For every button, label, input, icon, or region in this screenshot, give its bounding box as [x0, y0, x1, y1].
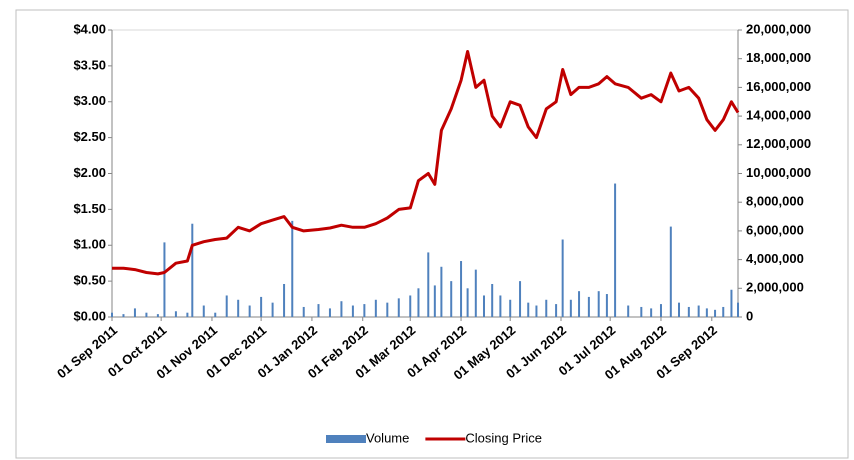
volume-bar — [340, 301, 343, 317]
volume-bar — [417, 288, 420, 317]
volume-bar — [474, 269, 477, 317]
volume-bar — [730, 289, 733, 317]
volume-bar — [122, 314, 125, 317]
volume-bar — [386, 302, 389, 317]
volume-bar — [697, 305, 700, 317]
volume-bar — [433, 285, 436, 317]
y2-tick-label: 0 — [746, 308, 753, 323]
volume-bar — [202, 305, 205, 317]
volume-bar — [409, 295, 412, 317]
y2-tick-label: 2,000,000 — [746, 280, 804, 295]
volume-bar — [569, 299, 572, 317]
volume-bar — [519, 281, 522, 317]
volume-bar — [659, 304, 662, 317]
volume-bar — [535, 305, 538, 317]
y2-tick-label: 16,000,000 — [746, 79, 811, 94]
y2-tick-label: 20,000,000 — [746, 21, 811, 36]
legend-label: Closing Price — [465, 430, 542, 445]
volume-bar — [271, 302, 274, 317]
volume-bar — [351, 305, 354, 317]
volume-bar — [363, 304, 366, 317]
y2-tick-label: 6,000,000 — [746, 222, 804, 237]
volume-bar — [687, 306, 690, 317]
y-tick-label: $1.00 — [73, 237, 106, 252]
volume-bar — [248, 305, 251, 317]
volume-bar — [328, 308, 331, 317]
volume-bar — [491, 283, 494, 317]
volume-bar — [291, 220, 294, 317]
y-tick-label: $3.00 — [73, 93, 106, 108]
volume-bar — [466, 288, 469, 317]
volume-bar — [678, 302, 681, 317]
y-tick-label: $2.50 — [73, 129, 106, 144]
volume-bar — [722, 306, 725, 317]
volume-bar — [111, 312, 113, 317]
y-tick-label: $3.50 — [73, 57, 106, 72]
volume-bar — [737, 302, 739, 317]
y-tick-label: $0.50 — [73, 273, 106, 288]
y-tick-label: $4.00 — [73, 21, 106, 36]
y2-tick-label: 18,000,000 — [746, 50, 811, 65]
volume-bar — [527, 302, 530, 317]
y2-tick-label: 10,000,000 — [746, 165, 811, 180]
y-tick-label: $0.00 — [73, 308, 106, 323]
volume-bar — [317, 304, 320, 317]
volume-bar — [191, 223, 194, 317]
y2-tick-label: 12,000,000 — [746, 136, 811, 151]
volume-bar — [440, 266, 443, 317]
volume-bar — [650, 308, 653, 317]
volume-bar — [578, 291, 581, 317]
volume-bar — [397, 298, 400, 317]
volume-bar — [714, 309, 717, 317]
chart-frame — [15, 9, 849, 459]
y2-tick-label: 14,000,000 — [746, 108, 811, 123]
volume-bar — [509, 299, 512, 317]
price-line — [112, 50, 740, 276]
volume-bar — [133, 308, 136, 317]
volume-bar — [450, 281, 453, 317]
volume-bar — [545, 299, 548, 317]
volume-bar — [302, 306, 305, 317]
volume-bar — [587, 296, 590, 317]
volume-bar — [214, 312, 217, 317]
volume-bar — [640, 306, 643, 317]
volume-bar — [605, 294, 608, 317]
volume-bar — [627, 305, 630, 317]
volume-bar — [561, 239, 564, 317]
volume-bar — [499, 295, 502, 317]
volume-bar — [482, 295, 485, 317]
y-tick-label: $1.50 — [73, 201, 106, 216]
legend-swatch — [326, 435, 366, 443]
volume-bar — [225, 295, 228, 317]
volume-bar — [174, 311, 177, 317]
volume-bar — [614, 183, 617, 317]
volume-bar — [156, 314, 159, 317]
y2-tick-label: 4,000,000 — [746, 251, 804, 266]
volume-bar — [555, 304, 558, 317]
legend-label: Volume — [366, 430, 409, 445]
volume-bar — [237, 299, 240, 317]
volume-bar — [460, 261, 463, 317]
volume-bar — [163, 242, 166, 317]
y2-tick-label: 8,000,000 — [746, 194, 804, 209]
volume-bar — [705, 308, 708, 317]
volume-bar — [597, 291, 600, 317]
volume-bar — [145, 312, 148, 317]
volume-bar — [260, 296, 263, 317]
volume-bar — [669, 226, 672, 317]
volume-bar — [186, 312, 189, 317]
volume-bar — [427, 252, 430, 317]
volume-bar — [374, 299, 377, 317]
volume-bar — [283, 283, 286, 317]
y-tick-label: $2.00 — [73, 165, 106, 180]
